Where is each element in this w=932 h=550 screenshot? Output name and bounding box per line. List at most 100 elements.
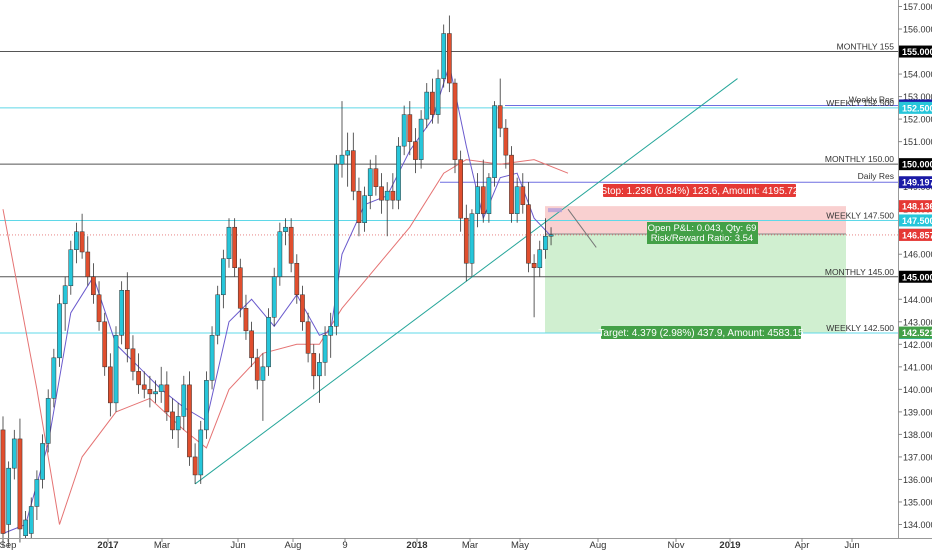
candle (51, 348, 57, 408)
y-tick-label: 135.000 (903, 497, 932, 507)
x-tick-label: Aug (590, 540, 607, 550)
candle (6, 461, 11, 548)
candle-body (181, 384, 187, 417)
candle-body (520, 186, 526, 205)
candle (441, 24, 447, 88)
candle-body (322, 335, 328, 363)
candle (480, 159, 486, 223)
candle-body (6, 467, 11, 525)
candle (497, 78, 503, 138)
candle-body (458, 159, 463, 219)
candle-body (130, 348, 136, 372)
candle (40, 434, 45, 489)
candle-body (294, 262, 300, 296)
candle-body (537, 249, 543, 268)
candle (198, 420, 204, 484)
candle (509, 146, 514, 223)
candle-body (300, 294, 305, 323)
candle (91, 263, 96, 304)
candle (390, 173, 396, 210)
candle-body (51, 357, 57, 399)
candle (271, 267, 277, 327)
candle-body (204, 380, 209, 431)
candle-body (57, 303, 62, 359)
candle-body (0, 429, 6, 534)
candle-body (192, 456, 198, 476)
horizontal-levels (0, 51, 898, 334)
candle (475, 173, 480, 228)
candle (175, 402, 181, 448)
candle (181, 375, 187, 430)
level-axis-badge-bg (899, 214, 932, 227)
candle (237, 258, 243, 318)
candle (413, 128, 418, 174)
level-axis-badge-bg (899, 176, 932, 189)
candle-body (413, 141, 418, 160)
y-tick-label: 154.000 (903, 70, 932, 80)
candle-body (45, 398, 51, 444)
candlesticks (0, 15, 554, 548)
level-axis-badge: 150.000 (902, 160, 932, 170)
y-tick-label: 156.000 (903, 25, 932, 35)
candle (300, 285, 305, 331)
candle-body (401, 114, 407, 147)
candle (469, 209, 475, 277)
x-tick-label: Mar (154, 540, 170, 550)
candle (130, 335, 136, 381)
candle-body (373, 168, 379, 187)
level-label: WEEKLY 142.500 (826, 323, 894, 333)
candle (204, 371, 209, 439)
candle (384, 182, 390, 237)
candle-body (249, 330, 254, 359)
candle-body (390, 190, 396, 201)
candle-body (153, 391, 158, 395)
candle-body (170, 411, 175, 431)
candle (492, 101, 497, 187)
candle-body (367, 168, 373, 196)
current-axis-badge-bg (899, 228, 932, 241)
candle (57, 294, 62, 367)
candle-body (164, 384, 170, 413)
candle-body (514, 186, 520, 214)
level-axis-badge: 155.000 (902, 47, 932, 57)
candle (209, 326, 215, 390)
candle-body (260, 366, 266, 381)
candle (62, 276, 68, 331)
y-tick-label: 144.000 (903, 295, 932, 305)
candle (458, 150, 463, 232)
candle-body (40, 443, 45, 480)
level-label: MONTHLY 145.00 (825, 267, 894, 277)
candle (23, 510, 28, 538)
candle (187, 371, 192, 466)
candle-body (362, 195, 367, 223)
candle (531, 254, 537, 318)
candle-body (345, 150, 350, 156)
candle-body (379, 186, 384, 201)
candle (486, 173, 492, 223)
y-tick-label: 152.000 (903, 115, 932, 125)
x-tick-label: Jun (844, 540, 859, 550)
y-axis[interactable]: 134.000 135.000 136.000 137.000 138.000 139.0… (898, 2, 932, 530)
y-tick-label: 136.000 (903, 475, 932, 485)
candle (17, 418, 23, 543)
candle-body (68, 249, 74, 287)
candle (28, 497, 34, 538)
x-axis[interactable]: Sep 2017 Mar Jun Aug 9 2018 Mar May Aug Nov 2019 Apr… (0, 538, 860, 550)
candle-body (543, 235, 548, 250)
candle (45, 389, 51, 453)
candle (452, 78, 458, 174)
candle (396, 137, 401, 210)
candle (254, 348, 260, 390)
candle (108, 353, 113, 417)
candle (232, 218, 238, 277)
x-tick-label: Apr (795, 540, 810, 550)
candle-body (283, 226, 288, 232)
candle-body (124, 290, 130, 350)
candle-body (497, 105, 503, 129)
candle (79, 213, 85, 259)
candle (356, 177, 362, 237)
level-label: MONTHLY 150.00 (825, 154, 894, 164)
candle (548, 227, 554, 246)
candle-body (226, 226, 232, 259)
